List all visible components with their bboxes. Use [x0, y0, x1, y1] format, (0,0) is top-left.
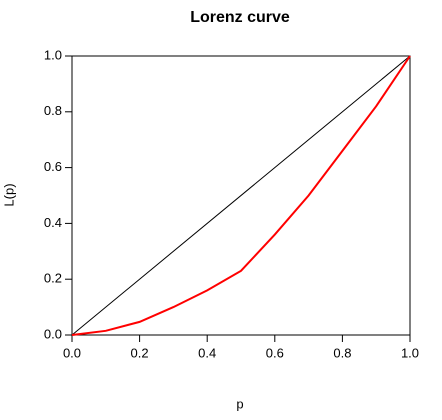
plot-frame: [71, 55, 411, 336]
x-axis-label: p: [236, 396, 243, 411]
y-tick-label: 0.4: [44, 215, 62, 230]
y-tick-label: 0.0: [44, 326, 62, 341]
y-axis-label: L(p): [1, 183, 16, 206]
line: [71, 55, 411, 336]
y-tick-label: 0.2: [44, 271, 62, 286]
y-tick-label: 1.0: [44, 47, 62, 62]
y-tick-label: 0.6: [44, 159, 62, 174]
x-tick-label: 0.8: [333, 345, 351, 360]
y-tick-label: 0.8: [44, 103, 62, 118]
x-tick-label: 0.2: [131, 345, 149, 360]
x-tick-label: 0.0: [63, 345, 81, 360]
x-tick-label: 0.6: [266, 345, 284, 360]
x-tick-label: 0.4: [198, 345, 216, 360]
line: [71, 55, 411, 336]
chart-title: Lorenz curve: [190, 9, 290, 26]
x-tick-label: 1.0: [401, 345, 419, 360]
